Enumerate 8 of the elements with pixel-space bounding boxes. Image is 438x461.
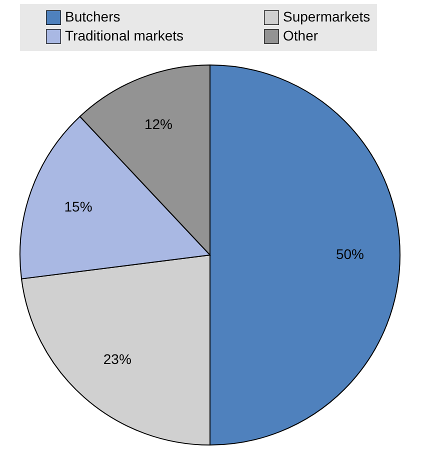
- legend-label: Other: [283, 28, 318, 44]
- data-label: 23%: [103, 351, 132, 368]
- legend-label: Butchers: [65, 8, 120, 25]
- data-label: 12%: [144, 116, 172, 132]
- data-label: 50%: [336, 246, 364, 262]
- legend-label: Traditional markets: [65, 28, 184, 44]
- legend-label: Supermarkets: [283, 8, 370, 25]
- data-label: 15%: [64, 198, 92, 215]
